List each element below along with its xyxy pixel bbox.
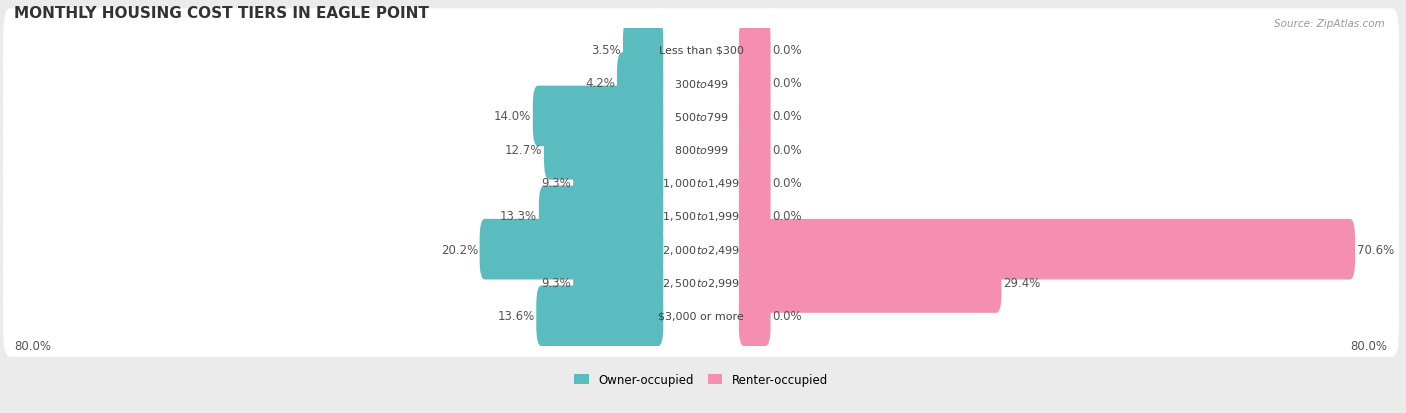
Text: 4.2%: 4.2%	[585, 77, 616, 90]
Text: MONTHLY HOUSING COST TIERS IN EAGLE POINT: MONTHLY HOUSING COST TIERS IN EAGLE POIN…	[14, 5, 429, 21]
Text: 20.2%: 20.2%	[440, 243, 478, 256]
Text: 14.0%: 14.0%	[494, 110, 531, 123]
Text: 80.0%: 80.0%	[14, 339, 52, 352]
Text: 13.6%: 13.6%	[498, 310, 534, 323]
FancyBboxPatch shape	[738, 153, 770, 214]
FancyBboxPatch shape	[3, 43, 1399, 124]
FancyBboxPatch shape	[3, 109, 1399, 191]
Text: $1,500 to $1,999: $1,500 to $1,999	[662, 210, 740, 223]
Text: $500 to $799: $500 to $799	[673, 111, 728, 123]
Text: 0.0%: 0.0%	[772, 44, 801, 57]
FancyBboxPatch shape	[3, 176, 1399, 257]
FancyBboxPatch shape	[3, 242, 1399, 324]
Text: 9.3%: 9.3%	[541, 276, 571, 289]
Text: 9.3%: 9.3%	[541, 177, 571, 190]
FancyBboxPatch shape	[536, 286, 664, 346]
FancyBboxPatch shape	[738, 219, 1355, 280]
Text: Less than $300: Less than $300	[658, 45, 744, 55]
Text: $2,500 to $2,999: $2,500 to $2,999	[662, 276, 740, 289]
FancyBboxPatch shape	[738, 286, 770, 346]
FancyBboxPatch shape	[3, 209, 1399, 290]
FancyBboxPatch shape	[3, 9, 1399, 91]
FancyBboxPatch shape	[738, 120, 770, 180]
FancyBboxPatch shape	[738, 86, 770, 147]
Text: 70.6%: 70.6%	[1357, 243, 1395, 256]
Text: Source: ZipAtlas.com: Source: ZipAtlas.com	[1274, 19, 1385, 28]
FancyBboxPatch shape	[533, 86, 664, 147]
Text: 29.4%: 29.4%	[1004, 276, 1040, 289]
Text: 0.0%: 0.0%	[772, 210, 801, 223]
Text: 0.0%: 0.0%	[772, 110, 801, 123]
Text: $1,000 to $1,499: $1,000 to $1,499	[662, 177, 740, 190]
FancyBboxPatch shape	[738, 253, 1001, 313]
Text: 0.0%: 0.0%	[772, 177, 801, 190]
Text: 80.0%: 80.0%	[1351, 339, 1388, 352]
Text: $2,000 to $2,499: $2,000 to $2,499	[662, 243, 740, 256]
FancyBboxPatch shape	[538, 186, 664, 247]
FancyBboxPatch shape	[3, 142, 1399, 224]
FancyBboxPatch shape	[574, 153, 664, 214]
FancyBboxPatch shape	[479, 219, 664, 280]
Text: 0.0%: 0.0%	[772, 310, 801, 323]
FancyBboxPatch shape	[574, 253, 664, 313]
Text: 12.7%: 12.7%	[505, 143, 543, 157]
Legend: Owner-occupied, Renter-occupied: Owner-occupied, Renter-occupied	[569, 368, 832, 391]
FancyBboxPatch shape	[617, 53, 664, 114]
FancyBboxPatch shape	[738, 20, 770, 81]
FancyBboxPatch shape	[738, 186, 770, 247]
FancyBboxPatch shape	[3, 275, 1399, 357]
Text: 0.0%: 0.0%	[772, 143, 801, 157]
FancyBboxPatch shape	[544, 120, 664, 180]
Text: 13.3%: 13.3%	[501, 210, 537, 223]
FancyBboxPatch shape	[3, 76, 1399, 157]
Text: 3.5%: 3.5%	[592, 44, 621, 57]
FancyBboxPatch shape	[623, 20, 664, 81]
Text: 0.0%: 0.0%	[772, 77, 801, 90]
Text: $3,000 or more: $3,000 or more	[658, 311, 744, 321]
Text: $300 to $499: $300 to $499	[673, 78, 728, 89]
Text: $800 to $999: $800 to $999	[673, 144, 728, 156]
FancyBboxPatch shape	[738, 53, 770, 114]
